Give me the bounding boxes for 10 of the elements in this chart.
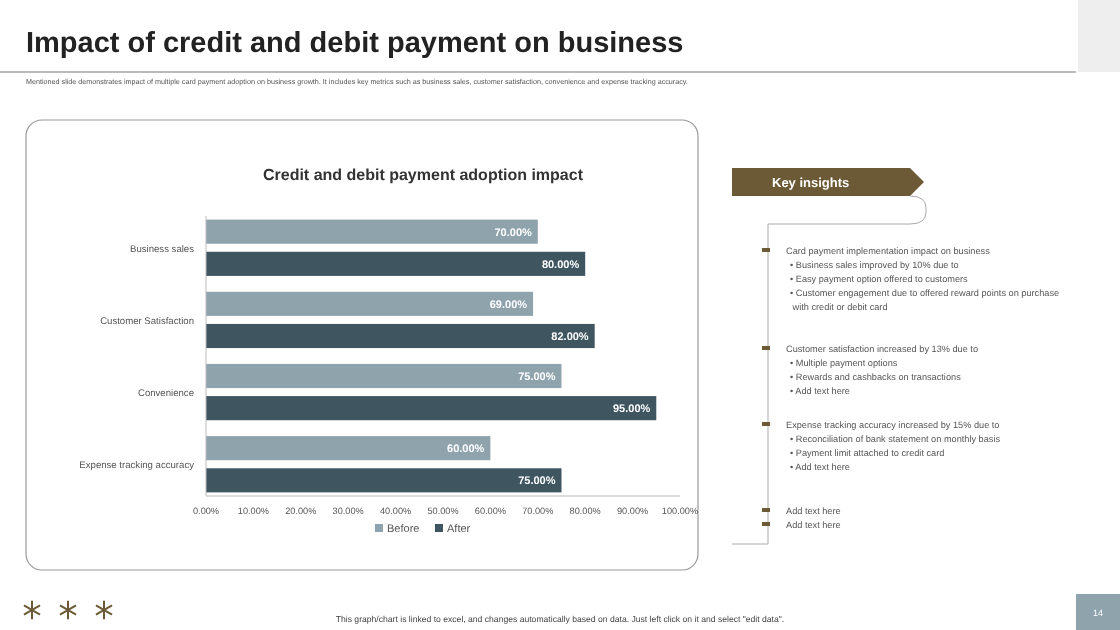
bar <box>206 219 538 244</box>
text: Impact of credit and debit payment on business <box>26 28 684 60</box>
bar <box>206 323 595 349</box>
chart-title: Credit and debit payment adoption impact <box>262 166 584 184</box>
bar <box>206 291 534 316</box>
bar <box>206 468 562 493</box>
bar <box>206 251 586 276</box>
bar <box>206 436 491 461</box>
bar <box>206 396 657 421</box>
bar <box>206 363 562 389</box>
